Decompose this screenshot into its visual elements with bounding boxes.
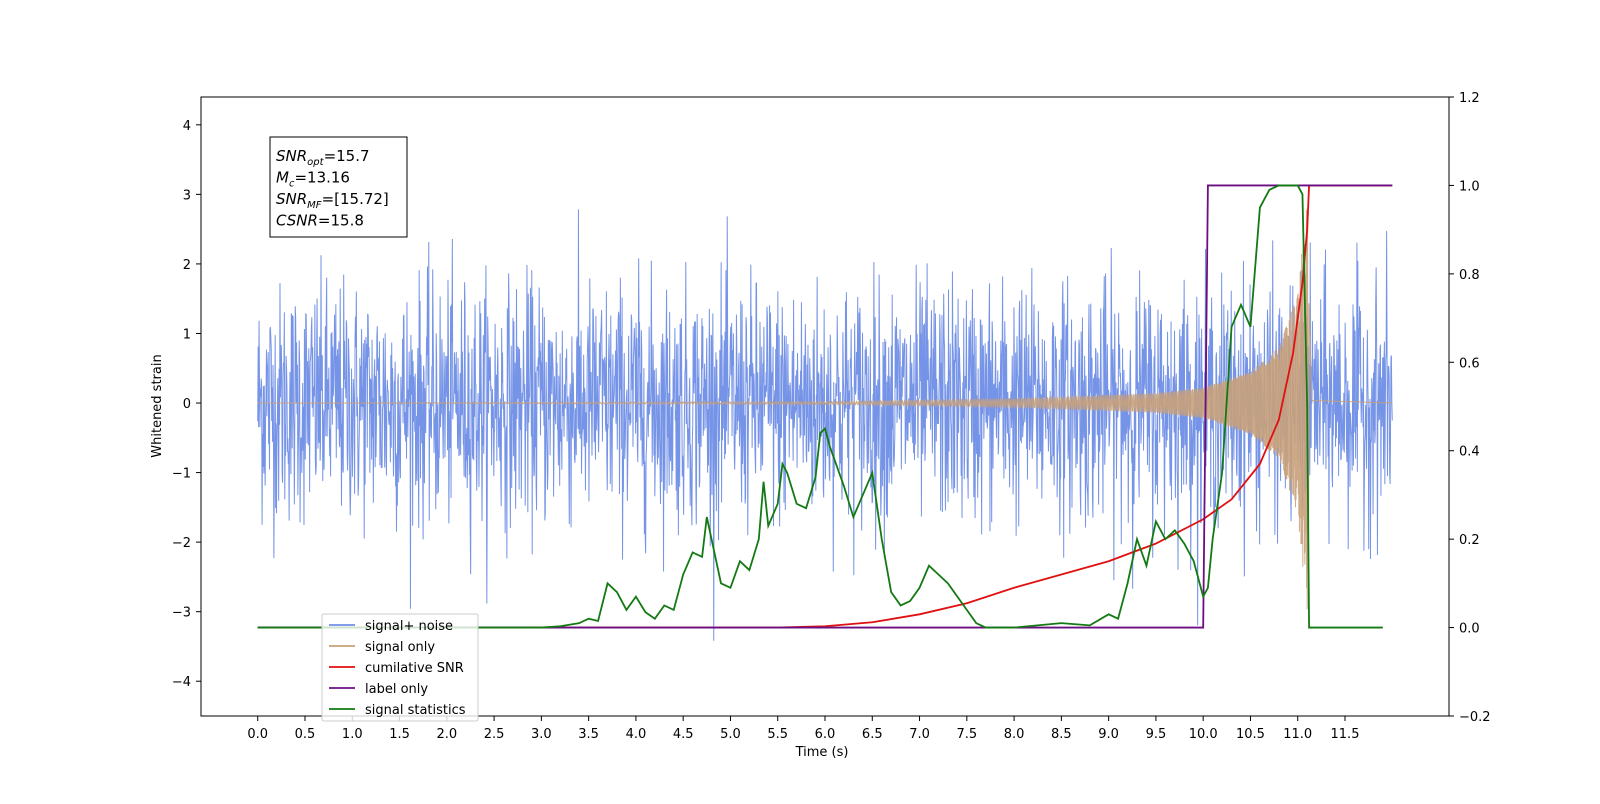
x-tick-label: 2.5	[484, 727, 505, 742]
x-tick-label: 3.5	[578, 727, 599, 742]
y-left-tick-label: 3	[183, 188, 191, 203]
annotation-line: Mc=13.16	[276, 169, 350, 190]
x-tick-label: 6.0	[815, 727, 836, 742]
x-tick-label: 3.0	[531, 727, 552, 742]
y-left-tick-label: −1	[172, 467, 191, 482]
series-signal-statistics-line	[257, 184, 1383, 629]
x-tick-label: 10.0	[1189, 727, 1218, 742]
x-tick-label: 4.5	[673, 727, 694, 742]
x-tick-label: 11.0	[1283, 727, 1312, 742]
legend-label: cumilative SNR	[365, 661, 464, 676]
x-tick-label: 9.0	[1098, 727, 1119, 742]
x-tick-label: 1.0	[342, 727, 363, 742]
legend-label: signal only	[365, 640, 435, 655]
y-right-tick-label: 0.4	[1459, 445, 1480, 460]
x-tick-label: 4.0	[626, 727, 647, 742]
plot-area	[257, 184, 1393, 641]
annotation-line: SNRopt=15.7	[276, 147, 370, 168]
x-axis-label: Time (s)	[795, 745, 849, 760]
x-tick-label: 0.0	[247, 727, 268, 742]
x-tick-label: 7.5	[956, 727, 977, 742]
y-right-tick-label: 0.8	[1459, 268, 1480, 283]
series-label-only-line	[257, 184, 1393, 629]
x-tick-label: 10.5	[1236, 727, 1265, 742]
y-left-tick-label: 2	[183, 258, 191, 273]
x-tick-label: 5.0	[720, 727, 741, 742]
annotation-line: SNRMF=[15.72]	[276, 190, 389, 211]
x-tick-label: 9.5	[1146, 727, 1167, 742]
series-cumulative-snr-line	[257, 184, 1393, 629]
legend-label: label only	[365, 682, 428, 697]
y-left-tick-label: 4	[183, 119, 191, 134]
axes: 0.0 0.5 1.0 1.5 2.0 2.5 3.0 3.5 4.0 4.5 5.0 5.5 6.0 6…	[172, 91, 1491, 742]
x-tick-label: 8.5	[1051, 727, 1072, 742]
y-left-tick-label: 1	[183, 327, 191, 342]
y-axis-label-left: Whitened strain	[150, 354, 165, 457]
y-right-tick-label: 1.2	[1459, 91, 1480, 106]
legend-label: signal+ noise	[365, 619, 453, 634]
x-tick-label: 2.0	[436, 727, 457, 742]
x-tick-label: 7.0	[909, 727, 930, 742]
series-signal-only-line	[257, 209, 1393, 610]
annotation-box	[269, 136, 408, 238]
annotation-line: CSNR=15.8	[276, 212, 364, 230]
x-tick-label: 0.5	[295, 727, 316, 742]
y-right-tick-label: 1.0	[1459, 179, 1480, 194]
x-tick-label: 6.5	[862, 727, 883, 742]
x-tick-label: 11.5	[1331, 727, 1360, 742]
legend-box	[321, 613, 479, 722]
stats-annotation: SNRopt=15.7Mc=13.16SNRMF=[15.72]CSNR=15.…	[269, 136, 408, 238]
x-tick-label: 1.5	[389, 727, 410, 742]
x-tick-label: 5.5	[767, 727, 788, 742]
y-right-tick-label: 0.6	[1459, 356, 1480, 371]
legend: signal+ noise signal only cumilative SNR la…	[321, 613, 479, 722]
legend-label: signal statistics	[365, 703, 466, 718]
series-signal-noise-line	[257, 209, 1393, 641]
y-right-tick-label: 0.0	[1459, 622, 1480, 637]
y-left-tick-label: 0	[183, 397, 191, 412]
y-right-tick-label: −0.2	[1459, 710, 1491, 725]
y-left-tick-label: −2	[172, 536, 191, 551]
y-left-tick-label: −4	[172, 675, 191, 690]
y-left-tick-label: −3	[172, 606, 191, 621]
y-right-tick-label: 0.2	[1459, 533, 1480, 548]
x-tick-label: 8.0	[1004, 727, 1025, 742]
